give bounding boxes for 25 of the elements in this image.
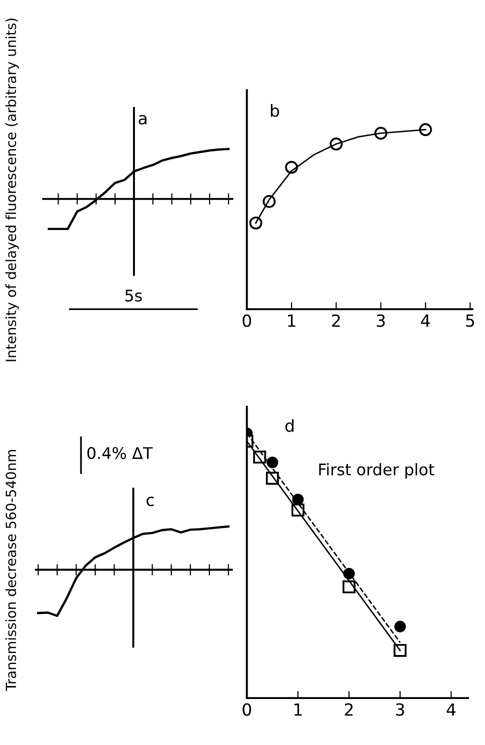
chart-title: c xyxy=(146,496,154,506)
y-axis-title: Transmission decrease 560-540nm xyxy=(5,450,16,692)
x-tick-label: 1 xyxy=(294,703,302,716)
chart-title: a xyxy=(138,114,146,125)
point xyxy=(394,620,406,632)
point xyxy=(266,456,278,468)
x-tick-label: 3 xyxy=(376,314,385,327)
x-tick-label: 1 xyxy=(288,314,296,327)
annotation: First order plot xyxy=(319,463,434,479)
x-tick-label: 2 xyxy=(344,703,353,716)
chart-title: b xyxy=(270,104,280,117)
text: 5s xyxy=(125,290,142,302)
x-tick-label: 0 xyxy=(242,314,252,327)
y-axis-title: Intensity of delayed fluorescence (arbitrary units) xyxy=(5,18,19,362)
x-tick-label: 5 xyxy=(466,314,474,327)
x-tick-label: 4 xyxy=(446,703,456,716)
point xyxy=(394,644,407,657)
x-tick-label: 2 xyxy=(332,314,340,327)
x-tick-label: 0 xyxy=(242,703,252,716)
x-tick-label: 3 xyxy=(396,703,404,716)
chart-title: d xyxy=(285,419,294,432)
x-tick-label: 4 xyxy=(421,314,430,327)
point xyxy=(249,216,262,230)
text: 0.4% ΔT xyxy=(87,447,153,460)
point xyxy=(419,123,432,136)
